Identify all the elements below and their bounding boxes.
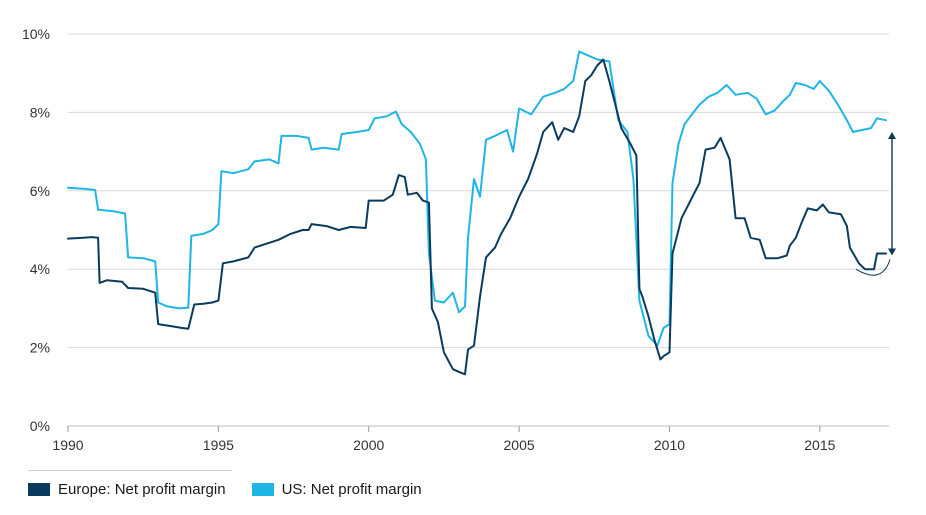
y-tick-label: 2% (30, 340, 50, 356)
x-tick-label: 2015 (804, 437, 835, 453)
legend-item-europe: Europe: Net profit margin (28, 481, 226, 498)
x-axis-tick-labels: 1990 1995 2000 2005 2010 2015 (52, 426, 836, 453)
y-tick-label: 6% (30, 183, 50, 199)
legend-item-us: US: Net profit margin (251, 481, 422, 498)
legend-swatch-europe (28, 483, 50, 496)
gap-arrow-head-bottom (888, 248, 897, 256)
legend-swatch-us (251, 483, 274, 496)
series-lines (67, 50, 887, 376)
x-tick-label: 2005 (504, 437, 535, 453)
x-tick-label: 2000 (353, 437, 384, 453)
legend-label-europe: Europe: Net profit margin (58, 481, 226, 498)
y-tick-label: 0% (30, 418, 50, 434)
gridlines (68, 33, 889, 427)
y-tick-label: 8% (30, 104, 50, 120)
legend: Europe: Net profit margin US: Net profit… (28, 481, 422, 498)
gap-arrow-head-top (888, 132, 897, 139)
series-line-us (67, 50, 887, 347)
x-tick-label: 2010 (654, 437, 685, 453)
y-axis-tick-labels: 0% 2% 4% 6% 8% 10% (22, 26, 50, 434)
y-tick-label: 10% (22, 26, 50, 42)
x-tick-label: 1995 (203, 437, 234, 453)
gap-annotation (855, 132, 897, 276)
legend-label-us: US: Net profit margin (281, 481, 422, 498)
legend-divider (28, 470, 232, 471)
series-line-europe (67, 58, 887, 376)
x-tick-label: 1990 (52, 437, 83, 453)
gap-pointer-curve (855, 259, 891, 276)
y-tick-label: 4% (30, 261, 50, 277)
